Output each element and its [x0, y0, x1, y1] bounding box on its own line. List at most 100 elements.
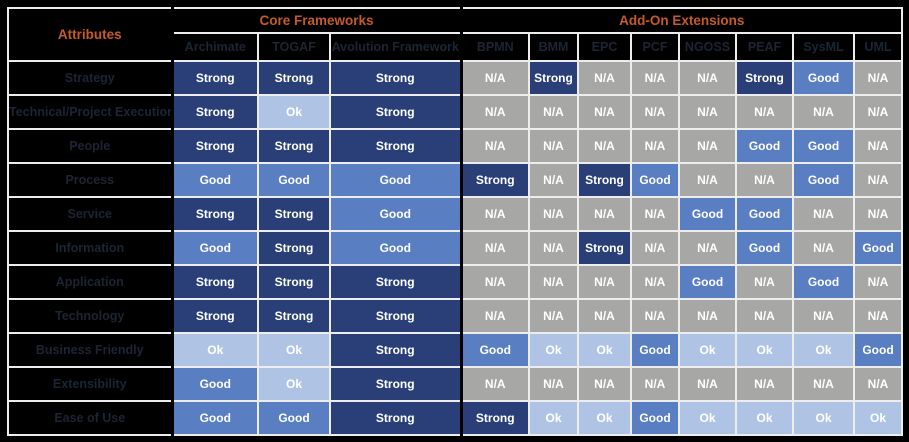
- column-header-sysml: SysML: [792, 32, 855, 62]
- column-header-uml: UML: [852, 32, 904, 62]
- rating-cell-process-archimate: Good: [170, 162, 259, 198]
- table-row-application: Application Strong Strong Strong N/A N/A N/A N/…: [7, 264, 904, 300]
- table-row-business-friendly: Business Friendly Ok Ok Strong Good Ok Ok Good O…: [7, 332, 904, 368]
- column-header-epc: EPC: [577, 32, 632, 62]
- rating-cell-people-sysml: Good: [792, 128, 855, 164]
- table-row-process: Process Good Good Good Strong N/A Strong Good N/…: [7, 162, 904, 198]
- column-header-avolution-framework: Avolution Framework: [329, 32, 462, 62]
- rating-cell-service-epc: N/A: [577, 196, 632, 232]
- attribute-label-people: People: [7, 128, 174, 164]
- rating-cell-service-ngoss: Good: [678, 196, 737, 232]
- rating-cell-application-epc: N/A: [577, 264, 632, 300]
- rating-cell-people-epc: N/A: [577, 128, 632, 164]
- rating-cell-process-epc: Strong: [577, 162, 632, 198]
- rating-cell-people-bmm: N/A: [528, 128, 579, 164]
- rating-cell-ease-of-use-sysml: Ok: [792, 400, 855, 436]
- rating-cell-application-togaf: Strong: [257, 264, 331, 300]
- rating-cell-strategy-avolution-framework: Strong: [329, 60, 462, 96]
- rating-cell-application-peaf: N/A: [735, 264, 794, 300]
- rating-cell-service-archimate: Strong: [170, 196, 259, 232]
- column-header-archimate: Archimate: [170, 32, 259, 62]
- column-header-bmm: BMM: [528, 32, 579, 62]
- rating-cell-business-friendly-bpmn: Good: [459, 332, 530, 368]
- rating-cell-technical-project-execution-bmm: N/A: [528, 94, 579, 130]
- rating-cell-technical-project-execution-epc: N/A: [577, 94, 632, 130]
- rating-cell-strategy-peaf: Strong: [735, 60, 794, 96]
- rating-cell-business-friendly-peaf: Ok: [735, 332, 794, 368]
- rating-cell-technical-project-execution-uml: N/A: [852, 94, 904, 130]
- rating-cell-service-togaf: Strong: [257, 196, 331, 232]
- table-row-people: People Strong Strong Strong N/A N/A N/A N/A N/A G…: [7, 128, 904, 164]
- rating-cell-extensibility-avolution-framework: Strong: [329, 366, 462, 402]
- attribute-label-strategy: Strategy: [7, 60, 174, 96]
- rating-cell-extensibility-sysml: N/A: [792, 366, 855, 402]
- rating-cell-technology-avolution-framework: Strong: [329, 298, 462, 334]
- rating-cell-technical-project-execution-avolution-framework: Strong: [329, 94, 462, 130]
- rating-cell-application-avolution-framework: Strong: [329, 264, 462, 300]
- rating-cell-application-bmm: N/A: [528, 264, 579, 300]
- rating-cell-technology-bmm: N/A: [528, 298, 579, 334]
- attributes-header: Attributes: [7, 7, 174, 62]
- rating-cell-information-peaf: Good: [735, 230, 794, 266]
- attribute-label-business-friendly: Business Friendly: [7, 332, 174, 368]
- rating-cell-business-friendly-uml: Good: [852, 332, 904, 368]
- rating-cell-technology-archimate: Strong: [170, 298, 259, 334]
- rating-cell-extensibility-ngoss: N/A: [678, 366, 737, 402]
- rating-cell-information-epc: Strong: [577, 230, 632, 266]
- rating-cell-ease-of-use-bmm: Ok: [528, 400, 579, 436]
- rating-cell-technical-project-execution-ngoss: N/A: [678, 94, 737, 130]
- rating-cell-people-peaf: Good: [735, 128, 794, 164]
- rating-cell-technology-pcf: N/A: [630, 298, 680, 334]
- attribute-label-process: Process: [7, 162, 174, 198]
- rating-cell-business-friendly-epc: Ok: [577, 332, 632, 368]
- rating-cell-technology-togaf: Strong: [257, 298, 331, 334]
- rating-cell-information-togaf: Strong: [257, 230, 331, 266]
- rating-cell-strategy-archimate: Strong: [170, 60, 259, 96]
- group-header-core-frameworks: Core Frameworks: [170, 7, 462, 34]
- rating-cell-technical-project-execution-togaf: Ok: [257, 94, 331, 130]
- rating-cell-business-friendly-sysml: Ok: [792, 332, 855, 368]
- rating-cell-extensibility-epc: N/A: [577, 366, 632, 402]
- rating-cell-ease-of-use-archimate: Good: [170, 400, 259, 436]
- rating-cell-people-bpmn: N/A: [459, 128, 530, 164]
- rating-cell-application-sysml: Good: [792, 264, 855, 300]
- rating-cell-extensibility-uml: N/A: [852, 366, 904, 402]
- rating-cell-strategy-bmm: Strong: [528, 60, 579, 96]
- rating-cell-ease-of-use-uml: Ok: [852, 400, 904, 436]
- rating-cell-service-bmm: N/A: [528, 196, 579, 232]
- rating-cell-extensibility-peaf: N/A: [735, 366, 794, 402]
- attribute-label-ease-of-use: Ease of Use: [7, 400, 174, 436]
- rating-cell-business-friendly-avolution-framework: Strong: [329, 332, 462, 368]
- rating-cell-process-avolution-framework: Good: [329, 162, 462, 198]
- rating-cell-information-pcf: N/A: [630, 230, 680, 266]
- rating-cell-technical-project-execution-peaf: N/A: [735, 94, 794, 130]
- rating-cell-technology-epc: N/A: [577, 298, 632, 334]
- rating-cell-technical-project-execution-sysml: N/A: [792, 94, 855, 130]
- column-header-ngoss: NGOSS: [678, 32, 737, 62]
- rating-cell-people-pcf: N/A: [630, 128, 680, 164]
- attribute-label-information: Information: [7, 230, 174, 266]
- rating-cell-service-sysml: N/A: [792, 196, 855, 232]
- rating-cell-process-bmm: N/A: [528, 162, 579, 198]
- rating-cell-business-friendly-togaf: Ok: [257, 332, 331, 368]
- table-row-service: Service Strong Strong Good N/A N/A N/A N/A Good G…: [7, 196, 904, 232]
- rating-cell-extensibility-bmm: N/A: [528, 366, 579, 402]
- rating-cell-ease-of-use-avolution-framework: Strong: [329, 400, 462, 436]
- rating-cell-people-togaf: Strong: [257, 128, 331, 164]
- rating-cell-technology-bpmn: N/A: [459, 298, 530, 334]
- rating-cell-extensibility-archimate: Good: [170, 366, 259, 402]
- rating-cell-strategy-togaf: Strong: [257, 60, 331, 96]
- rating-cell-technology-uml: N/A: [852, 298, 904, 334]
- rating-cell-strategy-pcf: N/A: [630, 60, 680, 96]
- rating-cell-information-avolution-framework: Good: [329, 230, 462, 266]
- rating-cell-business-friendly-bmm: Ok: [528, 332, 579, 368]
- rating-cell-application-pcf: N/A: [630, 264, 680, 300]
- rating-cell-process-bpmn: Strong: [459, 162, 530, 198]
- attribute-label-technology: Technology: [7, 298, 174, 334]
- rating-cell-information-archimate: Good: [170, 230, 259, 266]
- rating-cell-information-uml: Good: [852, 230, 904, 266]
- rating-cell-process-uml: N/A: [852, 162, 904, 198]
- rating-cell-application-uml: N/A: [852, 264, 904, 300]
- ratings-body: Strategy Strong Strong Strong N/A Strong N/A N/…: [7, 60, 904, 436]
